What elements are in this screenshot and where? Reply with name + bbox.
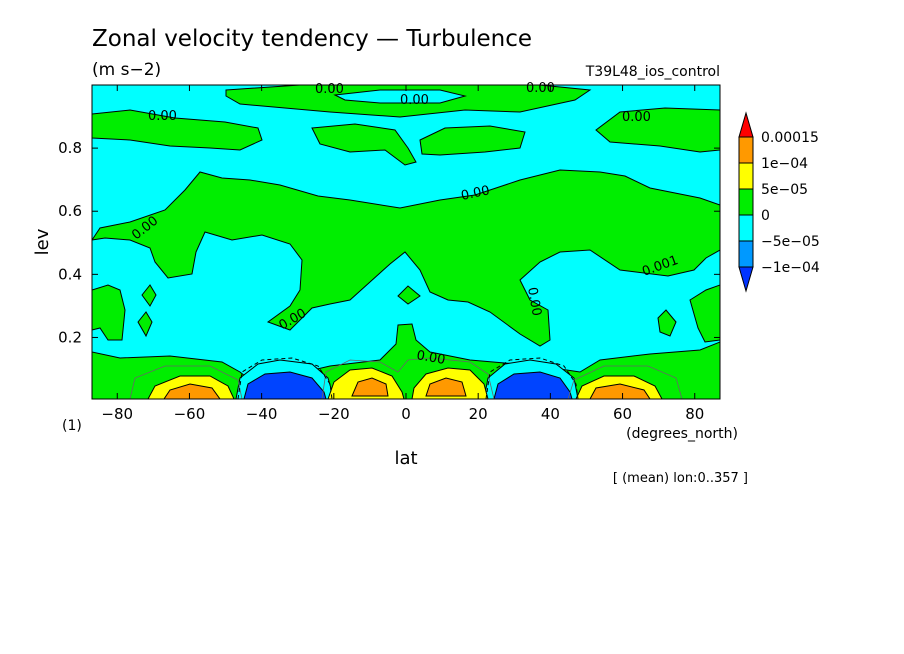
- field-green-island-6: [689, 284, 720, 343]
- colorbar-swatch: [738, 214, 754, 242]
- x-tick-label: −20: [318, 405, 350, 423]
- field-green-island-5: [657, 309, 677, 337]
- field-orange-southern-core: [163, 383, 221, 399]
- units-label: (m s−2): [92, 60, 161, 80]
- field-green-island-1: [92, 284, 126, 341]
- x-tick-label: 20: [469, 405, 488, 423]
- mean-note: [ (mean) lon:0..357 ]: [613, 471, 748, 486]
- contour-grey-southern: [129, 365, 243, 399]
- colorbar-swatch: [738, 240, 754, 268]
- x-tick-label: 60: [613, 405, 632, 423]
- contour-dashed-southern: [237, 357, 333, 399]
- x-tick-label: −60: [174, 405, 206, 423]
- field-green-right-upper: [595, 107, 720, 153]
- contour-label: 0.00: [524, 286, 544, 317]
- y-tick-label: 0.6: [58, 202, 82, 220]
- colorbar-top-arrow: [738, 111, 754, 138]
- x-tick-label: 0: [401, 405, 411, 423]
- colorbar-swatch: [738, 136, 754, 164]
- contour-label: 0.00: [460, 183, 491, 204]
- field-green-center-left-upper: [311, 123, 417, 166]
- field-orange-tropical-south-core: [351, 377, 389, 397]
- chart-title: Zonal velocity tendency — Turbulence: [92, 26, 532, 52]
- field-green-island-4: [397, 285, 421, 305]
- x-tick-label: 80: [685, 405, 704, 423]
- field-orange-tropical-north-core: [425, 377, 467, 397]
- field-green-island-2: [141, 284, 157, 307]
- contour-label: 0.00: [315, 82, 344, 97]
- experiment-label: T39L48_ios_control: [585, 64, 720, 80]
- field-green-island-3: [137, 311, 153, 338]
- field-cyan-top-inner: [333, 89, 467, 104]
- x-axis: −80 −60 −40 −20 0 20 40 60 80: [101, 85, 704, 423]
- y-axis: 0.2 0.4 0.6 0.8: [58, 139, 720, 346]
- field-orange-northern-core: [589, 383, 651, 399]
- contour-label: 0.00: [622, 110, 651, 125]
- colorbar-level-label: 0: [761, 208, 770, 224]
- plot-area: 0.00 0.00 0.00 0.00 0.00 0.00 0.00 0.00 …: [58, 81, 721, 423]
- contour-grey-tropical: [321, 357, 495, 399]
- field-blue-northern-core: [493, 371, 573, 399]
- x-axis-label: lat: [394, 448, 417, 469]
- colorbar-level-label: 5e−05: [761, 182, 808, 198]
- colorbar-swatch: [738, 188, 754, 216]
- contour-dashed-northern: [485, 357, 579, 399]
- contour-label: 0.00: [148, 109, 177, 124]
- colorbar-level-label: −5e−05: [761, 234, 820, 250]
- x-units-label: (degrees_north): [626, 426, 738, 442]
- field-green-center-right-upper: [419, 125, 526, 156]
- y-tick-label: 0.4: [58, 265, 82, 283]
- colorbar-bottom-arrow: [738, 266, 754, 293]
- x-tick-label: −80: [101, 405, 133, 423]
- colorbar-level-label: 1e−04: [761, 156, 808, 172]
- colorbar: 0.00015 1e−04 5e−05 0 −5e−05 −1e−04: [738, 111, 820, 293]
- contour-label: 0.00: [415, 348, 446, 368]
- y-tick-label: 0.2: [58, 328, 82, 346]
- contour-label: 0.00: [400, 93, 429, 108]
- y-tick-label: 0.8: [58, 139, 82, 157]
- colorbar-level-label: 0.00015: [761, 130, 819, 146]
- x-tick-label: 40: [541, 405, 560, 423]
- colorbar-swatch: [738, 162, 754, 190]
- field-green-mid-troposphere: [92, 169, 720, 347]
- field-green-left-upper: [92, 109, 263, 151]
- colorbar-level-label: −1e−04: [761, 260, 820, 276]
- x-tick-label: −40: [246, 405, 278, 423]
- y-axis-label: lev: [32, 228, 53, 255]
- contour-grey-northern: [567, 365, 683, 399]
- y-scale-note: (1): [62, 418, 82, 434]
- field-blue-southern-core: [243, 371, 327, 399]
